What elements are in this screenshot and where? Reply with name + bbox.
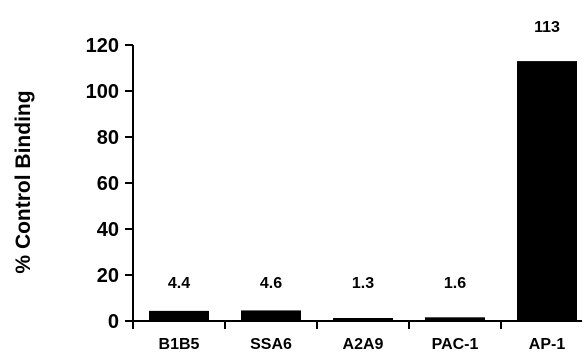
bar-b1b5 bbox=[149, 310, 209, 321]
data-label: 4.4 bbox=[168, 275, 190, 292]
y-tick-label: 60 bbox=[97, 173, 119, 195]
x-tick-label: SSA6 bbox=[250, 336, 292, 353]
x-tick-label: A2A9 bbox=[343, 336, 384, 353]
bar-ssa6 bbox=[241, 310, 301, 321]
data-label: 1.6 bbox=[444, 275, 466, 292]
y-tick-label: 120 bbox=[86, 35, 119, 57]
x-tick-label: AP-1 bbox=[529, 336, 566, 353]
bar-pac-1 bbox=[425, 317, 485, 321]
y-tick-label: 40 bbox=[97, 219, 119, 241]
y-tick-label: 0 bbox=[108, 311, 119, 333]
data-label: 1.3 bbox=[352, 275, 374, 292]
data-label: 4.6 bbox=[260, 275, 282, 292]
bar-series bbox=[149, 61, 577, 321]
x-axis: B1B5 SSA6 A2A9 PAC-1 AP-1 bbox=[132, 320, 582, 353]
data-label: 113 bbox=[534, 19, 560, 36]
y-axis: 0 20 40 60 80 100 120 bbox=[86, 35, 134, 333]
y-tick-label: 20 bbox=[97, 265, 119, 287]
data-labels: 4.4 4.6 1.3 1.6 113 bbox=[168, 19, 560, 292]
x-tick-label: B1B5 bbox=[159, 336, 200, 353]
y-tick-label: 80 bbox=[97, 127, 119, 149]
bar-a2a9 bbox=[333, 318, 393, 321]
x-tick-label: PAC-1 bbox=[432, 336, 479, 353]
y-tick-label: 100 bbox=[86, 81, 119, 103]
y-axis-title: % Control Binding bbox=[12, 90, 35, 273]
bar-ap-1 bbox=[517, 61, 577, 321]
